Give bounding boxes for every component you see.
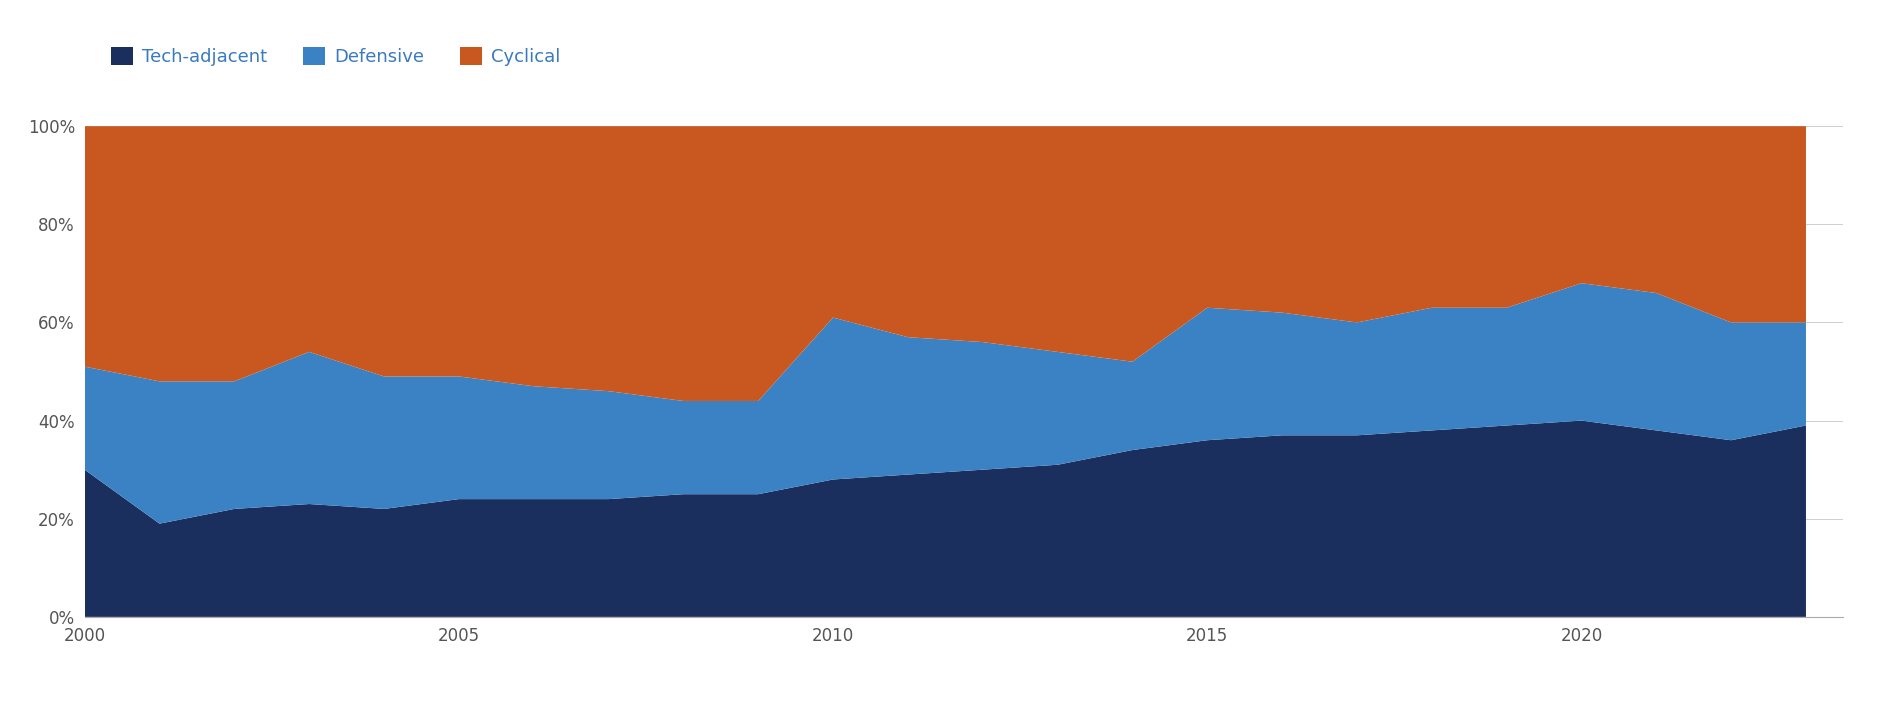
Legend: Tech-adjacent, Defensive, Cyclical: Tech-adjacent, Defensive, Cyclical <box>111 47 560 66</box>
